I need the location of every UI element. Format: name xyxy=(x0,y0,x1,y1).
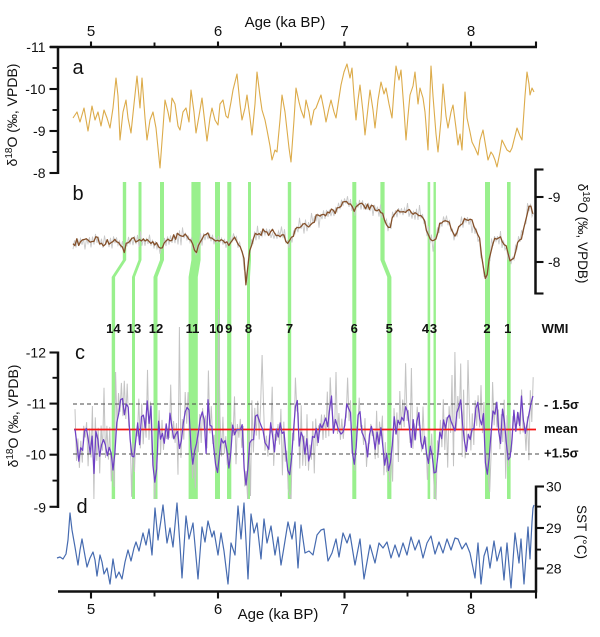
svg-text:-8: -8 xyxy=(33,165,46,181)
svg-text:b: b xyxy=(72,183,83,205)
svg-text:9: 9 xyxy=(225,321,232,336)
svg-text:3: 3 xyxy=(430,321,437,336)
svg-text:6: 6 xyxy=(214,601,222,618)
svg-text:a: a xyxy=(72,57,84,79)
svg-text:8: 8 xyxy=(467,601,475,618)
svg-text:5: 5 xyxy=(386,321,393,336)
svg-text:-9: -9 xyxy=(34,500,47,516)
svg-text:-10: -10 xyxy=(26,447,46,463)
svg-text:6: 6 xyxy=(351,321,358,336)
svg-text:SST (°C): SST (°C) xyxy=(574,505,589,559)
svg-text:5: 5 xyxy=(87,23,95,40)
svg-text:-12: -12 xyxy=(26,345,46,361)
svg-text:- 1.5σ: - 1.5σ xyxy=(544,397,579,412)
svg-text:6: 6 xyxy=(214,23,222,40)
svg-text:5: 5 xyxy=(87,601,95,618)
svg-text:28: 28 xyxy=(546,561,562,577)
svg-text:7: 7 xyxy=(340,23,348,40)
svg-text:-8: -8 xyxy=(548,254,561,270)
svg-text:11: 11 xyxy=(186,321,200,336)
svg-text:+1.5σ: +1.5σ xyxy=(544,446,579,461)
svg-text:Age (ka BP): Age (ka BP) xyxy=(245,14,326,31)
svg-text:4: 4 xyxy=(422,321,430,336)
svg-text:12: 12 xyxy=(149,321,163,336)
svg-text:δ18O (‰, VPDB): δ18O (‰, VPDB) xyxy=(575,184,592,284)
svg-text:1: 1 xyxy=(504,321,511,336)
svg-text:8: 8 xyxy=(467,23,475,40)
svg-text:-9: -9 xyxy=(33,123,46,139)
svg-text:WMI: WMI xyxy=(542,321,569,336)
svg-text:7: 7 xyxy=(340,601,348,618)
svg-text:-9: -9 xyxy=(548,189,561,205)
svg-text:d: d xyxy=(76,496,87,518)
svg-text:10: 10 xyxy=(209,321,223,336)
svg-text:30: 30 xyxy=(546,479,562,495)
svg-text:14: 14 xyxy=(106,321,121,336)
svg-text:δ18O (‰, VPDB): δ18O (‰, VPDB) xyxy=(4,64,21,167)
svg-text:Age (ka BP): Age (ka BP) xyxy=(238,606,319,623)
svg-text:-10: -10 xyxy=(25,81,45,97)
svg-text:-11: -11 xyxy=(27,396,46,412)
svg-text:δ18O (‰, VPDB): δ18O (‰, VPDB) xyxy=(5,365,22,468)
svg-text:2: 2 xyxy=(483,321,490,336)
svg-text:8: 8 xyxy=(245,321,252,336)
svg-text:-11: -11 xyxy=(26,39,45,55)
svg-text:c: c xyxy=(75,342,85,364)
svg-text:29: 29 xyxy=(546,520,562,536)
svg-text:7: 7 xyxy=(286,321,293,336)
svg-text:13: 13 xyxy=(127,321,141,336)
svg-text:mean: mean xyxy=(544,421,578,436)
